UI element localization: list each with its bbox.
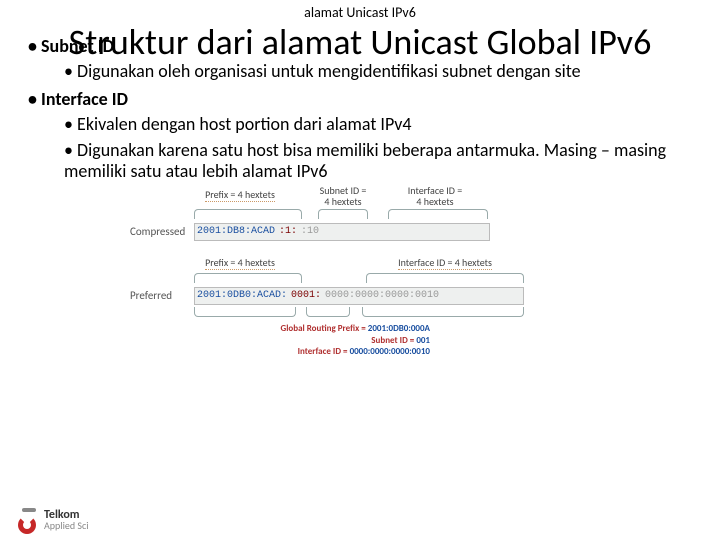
brace-icon — [194, 307, 296, 317]
bracket-icon — [194, 273, 302, 283]
brace-icon — [362, 307, 524, 317]
bullet-interface-heading: Interface ID — [28, 88, 692, 110]
row-label-preferred: Preferred — [130, 289, 172, 302]
bracket-icon — [388, 209, 488, 219]
addr-preferred: 2001:0DB0:ACAD:0001:0000:0000:0000:0010 — [194, 287, 524, 305]
prefix-label-1: Prefix = 4 hextets — [190, 189, 290, 200]
addr-compressed: 2001:DB8:ACAD:1::10 — [194, 223, 490, 241]
logo-icon — [14, 506, 38, 534]
ipv6-diagram: Prefix = 4 hextets Subnet ID = 4 hextets… — [130, 189, 590, 379]
bullet-interface-item: Digunakan karena satu host bisa memiliki… — [64, 140, 692, 183]
summary-block: Global Routing Prefix = 2001:0DB0:000A S… — [230, 323, 430, 358]
subnet-label-1: Subnet ID = 4 hextets — [308, 185, 378, 207]
row-label-compressed: Compressed — [130, 225, 185, 238]
bracket-icon — [366, 273, 524, 283]
interface-label-1: Interface ID = 4 hextets — [390, 185, 480, 207]
bullet-interface-item: Ekivalen dengan host portion dari alamat… — [64, 114, 692, 136]
brace-icon — [306, 307, 350, 317]
bracket-icon — [318, 209, 368, 219]
bracket-icon — [194, 209, 302, 219]
prefix-label-2: Prefix = 4 hextets — [190, 257, 290, 268]
interface-label-2: Interface ID = 4 hextets — [380, 257, 510, 268]
telkom-logo: Telkom Applied Sci — [14, 506, 89, 534]
logo-text: Telkom Applied Sci — [44, 509, 89, 531]
page-subtitle: alamat Unicast IPv6 — [0, 0, 720, 21]
